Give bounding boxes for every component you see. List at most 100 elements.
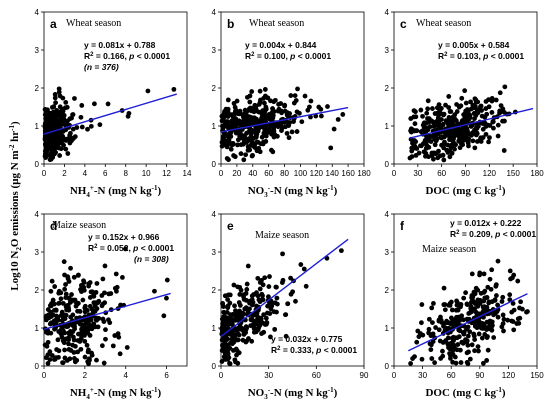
x-label-main: DOC (mg C kg: [425, 387, 496, 399]
data-point: [61, 117, 67, 122]
data-point: [61, 112, 67, 118]
data-point: [63, 291, 69, 297]
data-point: [115, 331, 121, 337]
data-point: [411, 114, 417, 120]
data-point: [219, 118, 225, 124]
data-point: [502, 84, 508, 90]
data-point: [221, 114, 227, 120]
y-axis-label-sup2: -1: [8, 125, 16, 131]
data-point: [228, 134, 234, 139]
data-point: [340, 112, 346, 117]
data-point: [283, 333, 289, 339]
data-point: [242, 134, 248, 140]
data-point: [473, 97, 479, 103]
data-point: [55, 337, 61, 343]
x-label-close: ): [157, 387, 161, 399]
data-point: [78, 287, 83, 292]
data-point: [429, 153, 435, 159]
data-point: [62, 272, 67, 278]
data-point: [463, 290, 469, 296]
y-tick-label: 2: [385, 286, 390, 295]
data-point: [253, 135, 259, 140]
data-point: [262, 87, 268, 92]
data-point: [233, 308, 238, 314]
data-point: [237, 292, 243, 297]
data-point: [413, 128, 419, 134]
data-point: [152, 288, 157, 294]
data-point: [446, 341, 452, 347]
data-point: [120, 275, 125, 280]
data-point: [75, 349, 81, 355]
data-point: [82, 338, 88, 344]
r2-value: = 0.209,: [459, 229, 495, 239]
data-point: [448, 119, 453, 124]
data-point: [54, 313, 59, 319]
data-point: [74, 125, 80, 130]
data-point: [284, 130, 290, 136]
data-point: [246, 336, 251, 341]
x-label-sub: 3: [264, 393, 268, 401]
data-point: [484, 358, 490, 363]
y-axis-label-mid: hr: [9, 131, 21, 145]
data-point: [431, 300, 436, 306]
data-point: [460, 118, 465, 124]
data-point: [465, 140, 471, 146]
data-point: [232, 303, 237, 309]
data-point: [454, 314, 459, 320]
data-point: [511, 327, 517, 333]
data-point: [301, 266, 307, 272]
data-point: [456, 104, 462, 110]
x-label-unit-sup: -1: [496, 184, 502, 192]
data-point: [282, 103, 287, 109]
y-axis-label: Log10 N2O emissions (μg N m-2 hr-1): [8, 121, 23, 291]
data-point: [222, 318, 228, 324]
data-point: [463, 100, 469, 106]
data-point: [52, 284, 58, 289]
data-point: [58, 327, 64, 333]
data-point: [426, 326, 432, 332]
data-point: [465, 361, 471, 367]
data-point: [250, 322, 256, 328]
data-point: [79, 326, 85, 332]
data-point: [472, 301, 478, 307]
x-tick-label: 4: [123, 371, 128, 380]
data-point: [234, 98, 240, 104]
data-point: [126, 110, 132, 116]
data-point: [432, 111, 438, 116]
data-point: [483, 124, 489, 129]
data-point: [510, 319, 516, 325]
data-point: [436, 118, 442, 124]
data-point: [434, 105, 440, 111]
data-point: [470, 102, 476, 108]
data-point: [484, 111, 490, 117]
data-point: [443, 102, 448, 108]
data-point: [477, 270, 483, 276]
data-point: [72, 343, 78, 349]
y-tick-label: 4: [385, 8, 390, 17]
data-point: [49, 278, 55, 284]
data-point: [430, 331, 436, 337]
data-point: [226, 124, 232, 129]
y-tick-label: 1: [35, 324, 40, 333]
data-point: [267, 274, 272, 279]
data-point: [454, 318, 460, 324]
data-point: [453, 360, 459, 366]
data-point: [78, 114, 84, 120]
data-point: [294, 129, 300, 134]
data-point: [234, 121, 240, 127]
data-point: [291, 100, 297, 106]
data-point: [467, 329, 473, 335]
data-point: [68, 265, 73, 271]
y-axis-label-tail: O emissions (μg N m: [9, 150, 21, 247]
data-point: [448, 355, 453, 361]
data-point: [161, 313, 167, 319]
x-axis-label: DOC (mg C kg-1): [425, 184, 505, 197]
data-point: [102, 300, 108, 306]
data-point: [220, 301, 225, 307]
data-point: [497, 110, 502, 116]
data-point: [491, 125, 496, 131]
x-label-unit-sup: -1: [328, 184, 334, 192]
data-point: [75, 308, 80, 314]
p-value: < 0.0001: [488, 51, 524, 61]
